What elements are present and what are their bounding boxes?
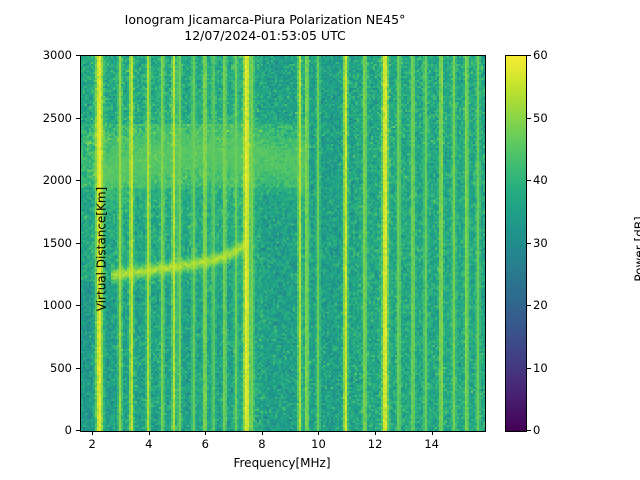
ionogram-plot-area[interactable] (80, 55, 486, 432)
y-tick-mark (76, 180, 80, 181)
colorbar-tick-label: 30 (533, 235, 548, 250)
colorbar-tick-label: 50 (533, 110, 548, 125)
y-tick-mark (76, 117, 80, 119)
y-axis-label: Virtual Distance[Km] (94, 186, 109, 312)
x-tick-label: 8 (258, 437, 266, 451)
x-tick-label: 14 (424, 437, 439, 451)
x-axis-label: Frequency[MHz] (233, 456, 331, 470)
x-tick-mark (261, 431, 263, 435)
colorbar-tick-label: 60 (533, 48, 548, 62)
colorbar[interactable] (505, 55, 527, 432)
y-tick-label: 1000 (42, 298, 72, 312)
x-tick-mark (431, 431, 433, 435)
y-tick-label: 500 (50, 360, 72, 375)
x-tick-label: 4 (145, 437, 153, 451)
x-tick-label: 6 (201, 437, 209, 451)
ionogram-heatmap-canvas[interactable] (81, 56, 485, 431)
colorbar-tick-label: 20 (533, 298, 548, 312)
x-tick-mark (375, 431, 377, 435)
y-tick-mark (76, 430, 80, 431)
x-tick-label: 2 (88, 437, 96, 451)
colorbar-tick-label: 10 (533, 360, 548, 375)
y-tick-label: 2500 (42, 110, 72, 125)
x-tick-mark (148, 431, 150, 435)
x-tick-label: 10 (311, 437, 326, 451)
x-tick-label: 12 (367, 437, 383, 451)
colorbar-tick-label: 0 (533, 423, 541, 437)
x-tick-mark (318, 431, 320, 435)
y-tick-label: 2000 (42, 173, 72, 187)
y-tick-label: 3000 (42, 48, 72, 62)
x-tick-mark (205, 431, 207, 435)
y-tick-mark (76, 242, 80, 244)
colorbar-tick-mark (527, 430, 531, 431)
y-tick-label: 0 (64, 423, 72, 437)
x-tick-mark (92, 431, 94, 435)
colorbar-gradient-canvas (506, 56, 526, 431)
y-tick-mark (76, 305, 80, 306)
colorbar-tick-mark (527, 117, 531, 119)
y-tick-label: 1500 (42, 235, 72, 250)
colorbar-tick-label: 40 (533, 173, 548, 187)
colorbar-tick-mark (527, 305, 531, 306)
colorbar-tick-mark (527, 242, 531, 244)
colorbar-label: Power [dB] (632, 216, 640, 282)
colorbar-tick-mark (527, 367, 531, 369)
y-tick-mark (76, 55, 80, 56)
colorbar-tick-mark (527, 180, 531, 181)
y-tick-mark (76, 367, 80, 369)
figure-title: Ionogram Jicamarca-Piura Polarization NE… (124, 12, 406, 43)
colorbar-tick-mark (527, 55, 531, 56)
